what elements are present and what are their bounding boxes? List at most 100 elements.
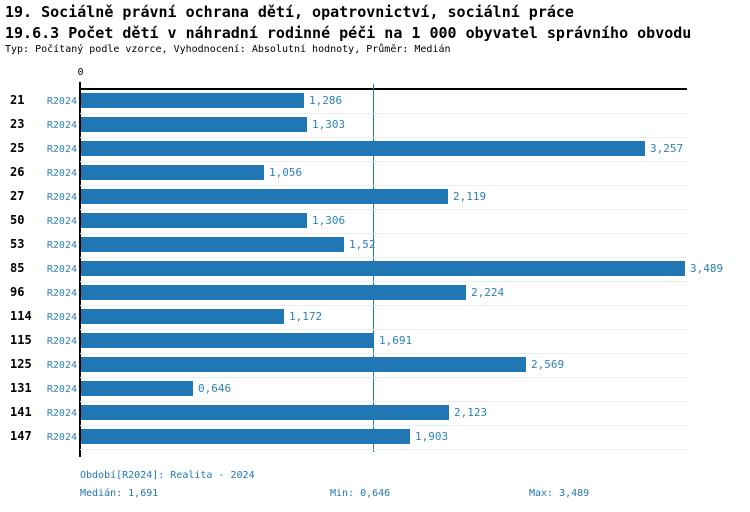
row-category-label: 125 <box>10 357 32 371</box>
row-gridline <box>80 449 687 450</box>
row-series-label: R2024 <box>46 336 77 347</box>
value-bar <box>81 165 264 180</box>
bar-value-label: 0,646 <box>198 382 232 395</box>
row-gridline <box>80 353 687 354</box>
chart-row: 85 R2024 3,489 <box>0 257 750 281</box>
report-title: 19. Sociálně právní ochrana dětí, opatro… <box>5 3 574 21</box>
value-bar <box>81 405 449 420</box>
row-series-label: R2024 <box>46 264 77 275</box>
row-series-label: R2024 <box>46 312 77 323</box>
row-series-label: R2024 <box>46 384 77 395</box>
chart-row: 147 R2024 1,903 <box>0 425 750 449</box>
chart-row: 50 R2024 1,306 <box>0 209 750 233</box>
row-category-label: 85 <box>10 261 25 275</box>
chart-row: 21 R2024 1,286 <box>0 89 750 113</box>
bar-value-label: 1,056 <box>269 166 303 179</box>
row-gridline <box>80 257 687 258</box>
value-bar <box>81 309 284 324</box>
row-category-label: 21 <box>10 93 25 107</box>
value-bar <box>81 261 685 276</box>
value-bar <box>81 237 344 252</box>
chart-title: 19.6.3 Počet dětí v náhradní rodinné péč… <box>5 24 692 42</box>
row-category-label: 115 <box>10 333 32 347</box>
value-bar <box>81 213 307 228</box>
value-bar <box>81 117 307 132</box>
chart-row: 27 R2024 2,119 <box>0 185 750 209</box>
row-category-label: 141 <box>10 405 32 419</box>
x-axis-zero-tick-label: 0 <box>77 67 84 78</box>
bar-value-label: 2,569 <box>531 358 565 371</box>
row-series-label: R2024 <box>46 408 77 419</box>
row-category-label: 25 <box>10 141 25 155</box>
row-gridline <box>80 113 687 114</box>
bar-value-label: 1,172 <box>289 310 323 323</box>
row-gridline <box>80 401 687 402</box>
row-gridline <box>80 161 687 162</box>
bar-value-label: 3,489 <box>690 262 724 275</box>
chart-row: 26 R2024 1,056 <box>0 161 750 185</box>
bar-value-label: 1,286 <box>309 94 343 107</box>
bar-value-label: 2,119 <box>453 190 487 203</box>
row-series-label: R2024 <box>46 360 77 371</box>
value-bar <box>81 357 526 372</box>
chart-row: 25 R2024 3,257 <box>0 137 750 161</box>
footer-period-label: Období[R2024]: Realita - 2024 <box>80 470 255 481</box>
row-gridline <box>80 185 687 186</box>
footer-min-stat: Min: 0,646 <box>330 488 391 499</box>
bar-value-label: 1,303 <box>312 118 346 131</box>
row-category-label: 114 <box>10 309 32 323</box>
row-category-label: 96 <box>10 285 25 299</box>
chart-row: 53 R2024 1,52 <box>0 233 750 257</box>
chart-row: 96 R2024 2,224 <box>0 281 750 305</box>
chart-meta-info: Typ: Počítaný podle vzorce, Vyhodnocení:… <box>5 44 451 55</box>
value-bar <box>81 189 448 204</box>
footer-max-stat: Max: 3,489 <box>529 488 590 499</box>
chart-row: 114 R2024 1,172 <box>0 305 750 329</box>
row-series-label: R2024 <box>46 240 77 251</box>
row-category-label: 26 <box>10 165 25 179</box>
value-bar <box>81 93 304 108</box>
row-category-label: 23 <box>10 117 25 131</box>
row-gridline <box>80 329 687 330</box>
value-bar <box>81 141 645 156</box>
row-category-label: 53 <box>10 237 25 251</box>
value-bar <box>81 381 193 396</box>
bar-value-label: 1,306 <box>312 214 346 227</box>
chart-row: 141 R2024 2,123 <box>0 401 750 425</box>
value-bar <box>81 333 374 348</box>
row-gridline <box>80 137 687 138</box>
chart-row: 115 R2024 1,691 <box>0 329 750 353</box>
row-series-label: R2024 <box>46 216 77 227</box>
x-axis-line <box>80 88 687 90</box>
row-category-label: 27 <box>10 189 25 203</box>
row-category-label: 147 <box>10 429 32 443</box>
row-series-label: R2024 <box>46 432 77 443</box>
bar-value-label: 1,903 <box>415 430 449 443</box>
row-category-label: 131 <box>10 381 32 395</box>
chart-row: 23 R2024 1,303 <box>0 113 750 137</box>
bar-value-label: 1,52 <box>349 238 376 251</box>
value-bar <box>81 429 410 444</box>
row-gridline <box>80 209 687 210</box>
row-gridline <box>80 305 687 306</box>
row-gridline <box>80 425 687 426</box>
row-series-label: R2024 <box>46 168 77 179</box>
row-gridline <box>80 233 687 234</box>
row-series-label: R2024 <box>46 144 77 155</box>
chart-row: 131 R2024 0,646 <box>0 377 750 401</box>
footer-median-stat: Medián: 1,691 <box>80 488 159 499</box>
row-series-label: R2024 <box>46 192 77 203</box>
chart-row: 125 R2024 2,569 <box>0 353 750 377</box>
row-gridline <box>80 281 687 282</box>
y-axis-line <box>79 82 81 457</box>
bar-value-label: 3,257 <box>650 142 684 155</box>
value-bar <box>81 285 466 300</box>
row-gridline <box>80 377 687 378</box>
bar-value-label: 2,224 <box>471 286 505 299</box>
bar-value-label: 2,123 <box>454 406 488 419</box>
row-series-label: R2024 <box>46 288 77 299</box>
row-category-label: 50 <box>10 213 25 227</box>
